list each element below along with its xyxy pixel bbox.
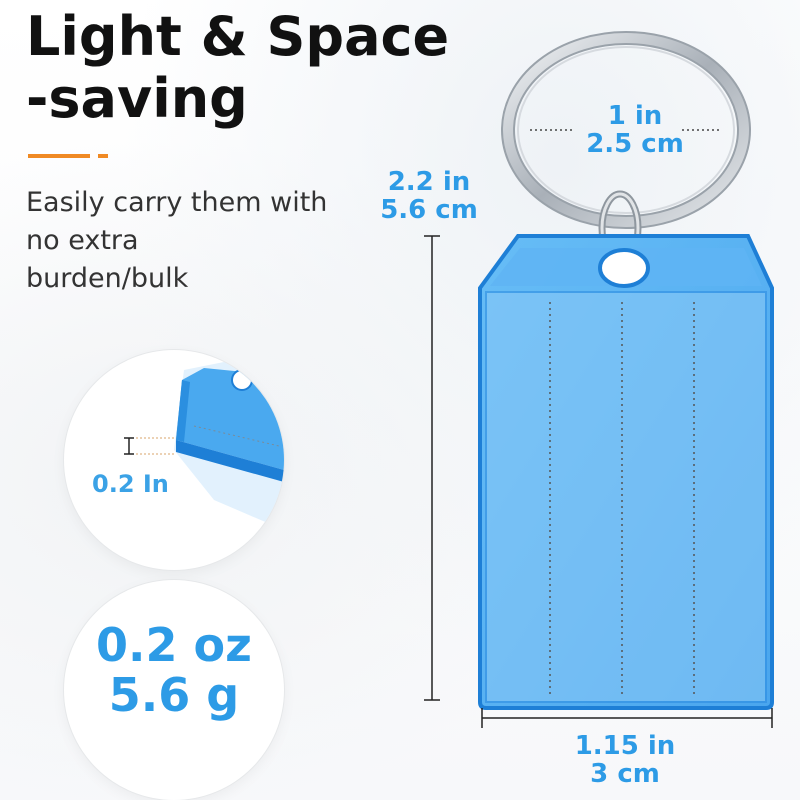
thickness-label: 0.2 In <box>92 470 169 498</box>
tag-height-in: 2.2 in <box>387 167 471 197</box>
key-tag <box>478 234 774 710</box>
headline: Light & Space -saving <box>26 6 449 130</box>
subtitle-line-3: burden/bulk <box>26 263 189 294</box>
key-ring <box>501 31 751 229</box>
accent-bar-short <box>98 154 108 158</box>
accent-bar-long <box>28 154 90 158</box>
thickness-detail-circle <box>64 350 284 570</box>
headline-line-2: -saving <box>26 67 248 130</box>
height-dimension-line <box>424 235 440 701</box>
subtitle-line-1: Easily carry them with <box>26 187 328 218</box>
weight-g: 5.6 g <box>108 668 240 722</box>
weight-label: 0.2 oz 5.6 g <box>64 620 284 720</box>
tag-width-label: 1.15 in 3 cm <box>540 732 710 788</box>
tag-width-in: 1.15 in <box>574 731 676 761</box>
ring-diameter-cm: 2.5 cm <box>586 129 684 159</box>
weight-circle <box>64 580 284 800</box>
ring-diameter-in: 1 in <box>607 101 663 131</box>
tag-height-cm: 5.6 cm <box>380 195 478 225</box>
tag-height-label: 2.2 in 5.6 cm <box>370 168 488 224</box>
ring-diameter-label: 1 in 2.5 cm <box>560 102 710 158</box>
headline-line-1: Light & Space <box>26 5 450 68</box>
subtitle: Easily carry them with no extra burden/b… <box>26 184 356 298</box>
width-dimension-line <box>481 708 773 728</box>
subtitle-line-2: no extra <box>26 225 139 256</box>
tag-width-cm: 3 cm <box>590 759 660 789</box>
weight-oz: 0.2 oz <box>96 618 252 672</box>
thickness-closeup-illustration <box>124 360 284 530</box>
